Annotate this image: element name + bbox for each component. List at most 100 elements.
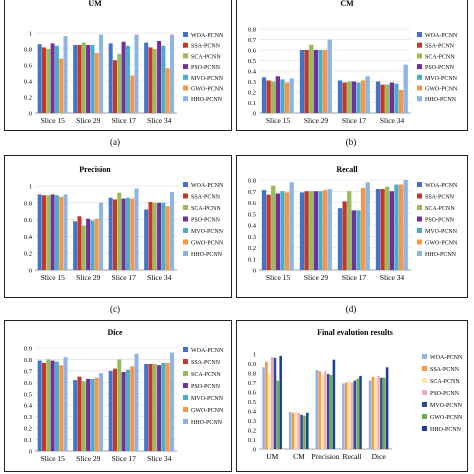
bar xyxy=(284,192,290,270)
bar xyxy=(318,191,323,270)
x-tick-label: Slice 34 xyxy=(147,116,172,125)
bar xyxy=(54,361,59,451)
legend-swatch xyxy=(422,426,427,431)
y-tick-label: 0.4 xyxy=(24,403,33,410)
x-tick-label: Slice 15 xyxy=(41,454,66,463)
bar xyxy=(380,189,385,270)
chart-title: Recall xyxy=(336,165,358,174)
x-tick-label: Slice 34 xyxy=(380,273,405,282)
legend-label: PSO-PCNN xyxy=(191,65,221,71)
legend-label: SSA-PCNN xyxy=(430,367,460,373)
legend-swatch xyxy=(422,378,427,383)
y-tick-label: 0.7 xyxy=(248,189,257,196)
bar xyxy=(342,82,347,113)
x-tick-label: Slice 29 xyxy=(76,116,101,125)
bar xyxy=(125,45,130,113)
bar xyxy=(300,414,303,449)
chart-precision: Precision 0 0.2 0.4 0.6 0.8 1 Slice 15 Slice 29 S… xyxy=(24,165,224,282)
bar xyxy=(134,188,139,270)
legend-label: PSO-PCNN xyxy=(430,391,460,397)
bar xyxy=(313,191,319,270)
legend-label: PSO-PCNN xyxy=(191,384,221,390)
legend-swatch xyxy=(417,74,422,80)
bar xyxy=(360,80,366,113)
y-tick-label: 0.8 xyxy=(24,200,32,207)
bar xyxy=(350,382,354,449)
bar xyxy=(130,198,135,270)
bar xyxy=(148,364,153,451)
bar xyxy=(380,377,383,449)
bar xyxy=(54,195,59,270)
chart-panel-um: UM 0 0.2 0.4 0.6 0.8 1 Slice 15 Slice 29 Slice 17… xyxy=(4,0,232,131)
bar xyxy=(262,367,265,449)
legend-label: GWO-PCNN xyxy=(191,408,224,414)
y-tick-label: 0.2 xyxy=(248,245,256,252)
legend-label: MVO-PCNN xyxy=(425,76,458,82)
bar xyxy=(353,380,357,449)
bar xyxy=(377,375,380,449)
y-tick-label: 0.4 xyxy=(24,79,33,86)
y-tick-label: 0.6 xyxy=(24,217,33,224)
legend-swatch xyxy=(422,390,427,395)
bar xyxy=(46,359,51,451)
bar xyxy=(309,191,314,270)
legend-swatch xyxy=(183,74,188,80)
bar xyxy=(50,360,55,451)
legend-label: SCA-PCNN xyxy=(430,379,460,385)
legend-label: WOA-PCNN xyxy=(430,355,463,361)
bar xyxy=(299,50,305,113)
bar xyxy=(304,50,309,113)
legend-label: SCA-PCNN xyxy=(191,206,221,212)
bar xyxy=(108,197,113,270)
y-tick-label: 0 xyxy=(29,111,32,118)
bar xyxy=(152,49,157,113)
bar xyxy=(368,380,372,449)
x-tick-label: Slice 17 xyxy=(112,273,137,282)
legend-label: HHO-PCNN xyxy=(425,252,457,258)
y-tick-label: 1 xyxy=(29,184,32,191)
bar xyxy=(342,201,347,270)
y-tick-label: 0.1 xyxy=(248,100,256,107)
legend-label: GWO-PCNN xyxy=(430,415,463,421)
bar xyxy=(380,84,385,113)
bar xyxy=(284,82,290,113)
x-tick-label: Precision xyxy=(312,452,340,461)
bar xyxy=(37,194,42,270)
bar xyxy=(63,194,68,270)
bar xyxy=(86,378,91,451)
bar xyxy=(54,45,59,113)
bar xyxy=(337,208,343,270)
chart-title: Dice xyxy=(107,328,123,337)
y-tick-label: 0.8 xyxy=(248,178,256,185)
bar xyxy=(356,378,359,449)
chart-title: Final evalution results xyxy=(317,328,393,337)
bar xyxy=(165,206,170,270)
x-tick-label: Slice 34 xyxy=(147,273,172,282)
bar xyxy=(41,362,46,451)
bar xyxy=(289,78,294,113)
bar xyxy=(385,367,389,449)
y-tick-label: 0.2 xyxy=(24,251,32,258)
bar xyxy=(144,209,149,270)
chart-cm: CM 0 0.1 0.2 0.3 0.4 0.5 0.6 0.7 0.8 Slice 15 Slice… xyxy=(248,0,458,125)
caption-d: (d) xyxy=(345,304,357,314)
legend-label: MVO-PCNN xyxy=(425,229,458,235)
bar xyxy=(327,189,332,270)
bar xyxy=(344,382,348,449)
x-tick-label: Slice 15 xyxy=(41,273,66,282)
legend-label: PSO-PCNN xyxy=(425,218,455,224)
bar xyxy=(261,77,267,113)
bar xyxy=(63,36,68,114)
y-tick-label: 0 xyxy=(253,447,256,454)
bar xyxy=(108,43,113,113)
bar xyxy=(280,79,285,113)
legend-swatch xyxy=(417,251,422,256)
y-tick-label: 0.1 xyxy=(24,437,32,444)
bar xyxy=(280,191,285,270)
chart-panel-cm: CM 0 0.1 0.2 0.3 0.4 0.5 0.6 0.7 0.8 Slice 15 Slice… xyxy=(236,0,468,131)
x-tick-label: Slice 17 xyxy=(112,454,137,463)
bar xyxy=(90,220,95,270)
legend-swatch xyxy=(183,96,188,102)
legend-label: HHO-PCNN xyxy=(191,252,223,258)
chart-title: CM xyxy=(340,0,354,8)
